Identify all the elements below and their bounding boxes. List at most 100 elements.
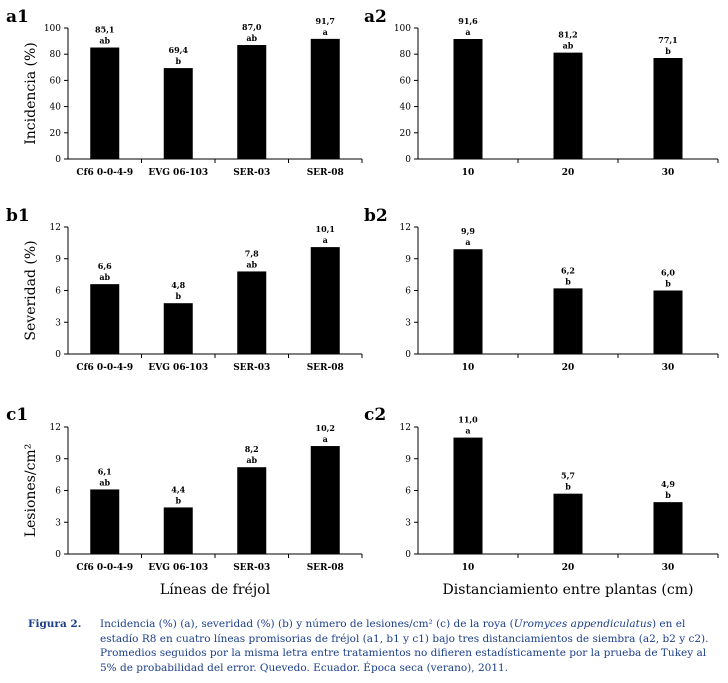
significance-letter: a bbox=[323, 434, 328, 444]
y-tick-label: 20 bbox=[50, 129, 62, 139]
y-tick-label: 0 bbox=[405, 350, 411, 360]
category-label: 30 bbox=[662, 563, 675, 573]
significance-letter: ab bbox=[99, 272, 110, 282]
data-value-label: 11,0 bbox=[458, 415, 478, 425]
bar-a2-2 bbox=[553, 52, 583, 159]
bar-c2-3 bbox=[653, 502, 683, 554]
y-tick-label: 3 bbox=[55, 318, 61, 328]
bar-b1-3 bbox=[237, 271, 267, 354]
data-value-label: 87,0 bbox=[242, 22, 262, 32]
y-tick-label: 40 bbox=[50, 103, 62, 113]
category-label: EVG 06-103 bbox=[148, 168, 208, 178]
significance-letter: ab bbox=[246, 259, 257, 269]
y-tick-label: 0 bbox=[55, 550, 61, 560]
category-label: SER-03 bbox=[233, 563, 270, 573]
significance-letter: a bbox=[465, 27, 470, 37]
y-tick-label: 9 bbox=[55, 255, 61, 265]
y-tick-label: 0 bbox=[405, 550, 411, 560]
data-value-label: 7,8 bbox=[245, 248, 259, 258]
category-label: 20 bbox=[562, 363, 575, 373]
significance-letter: a bbox=[465, 237, 470, 247]
significance-letter: b bbox=[565, 276, 571, 286]
y-tick-label: 20 bbox=[400, 129, 412, 139]
data-value-label: 10,1 bbox=[316, 224, 335, 234]
bar-b2-2 bbox=[553, 288, 583, 354]
y-tick-label: 80 bbox=[50, 50, 62, 60]
data-value-label: 77,1 bbox=[658, 35, 677, 45]
caption-text-end: ) en el estadío R8 en cuatro líneas prom… bbox=[100, 618, 709, 674]
category-label: SER-08 bbox=[307, 363, 344, 373]
category-label: 10 bbox=[462, 363, 475, 373]
caption-text-start: Incidencia (%) (a), severidad (%) (b) y … bbox=[100, 618, 514, 630]
bar-b2-3 bbox=[653, 290, 683, 354]
significance-letter: a bbox=[465, 426, 470, 436]
y-tick-label: 6 bbox=[405, 487, 411, 497]
y-tick-label: 12 bbox=[50, 223, 61, 233]
data-value-label: 4,4 bbox=[171, 484, 185, 494]
panel-label-b2: b2 bbox=[364, 206, 388, 226]
significance-letter: b bbox=[175, 495, 181, 505]
y-tick-label: 6 bbox=[55, 487, 61, 497]
data-value-label: 81,2 bbox=[558, 30, 577, 40]
bar-a2-3 bbox=[653, 57, 683, 159]
y-tick-label: 12 bbox=[400, 423, 411, 433]
significance-letter: b bbox=[175, 291, 181, 301]
significance-letter: b bbox=[665, 279, 671, 289]
significance-letter: ab bbox=[99, 36, 110, 46]
category-label: Cf6 0-0-4-9 bbox=[76, 563, 133, 573]
bar-c1-4 bbox=[310, 446, 340, 554]
category-label: 30 bbox=[662, 363, 675, 373]
y-tick-label: 100 bbox=[394, 24, 411, 34]
y-tick-label: 12 bbox=[400, 223, 411, 233]
bar-c2-2 bbox=[553, 493, 583, 554]
significance-letter: a bbox=[323, 235, 328, 245]
significance-letter: b bbox=[565, 482, 571, 492]
y-tick-label: 9 bbox=[405, 455, 411, 465]
bar-c1-1 bbox=[90, 489, 120, 554]
bar-c2-1 bbox=[453, 437, 483, 554]
panel-label-c2: c2 bbox=[364, 405, 386, 425]
y-tick-label: 80 bbox=[400, 50, 412, 60]
y-axis-label: Severidad (%) bbox=[23, 240, 39, 340]
y-tick-label: 6 bbox=[405, 287, 411, 297]
y-tick-label: 40 bbox=[400, 103, 412, 113]
category-label: Cf6 0-0-4-9 bbox=[76, 363, 133, 373]
caption-label: Figura 2. bbox=[28, 618, 82, 630]
category-label: 10 bbox=[462, 563, 475, 573]
category-label: 20 bbox=[562, 563, 575, 573]
data-value-label: 91,7 bbox=[316, 16, 335, 26]
category-label: SER-03 bbox=[233, 363, 270, 373]
data-value-label: 6,6 bbox=[98, 261, 112, 271]
y-tick-label: 60 bbox=[400, 76, 412, 86]
chart-panel-a1: a1 0 20 40 60 80 100 Incidencia (%) Cf6 0-0-4-9 8… bbox=[6, 7, 363, 178]
significance-letter: ab bbox=[246, 455, 257, 465]
category-label: SER-08 bbox=[307, 168, 344, 178]
significance-letter: ab bbox=[563, 41, 574, 51]
bar-a1-1 bbox=[90, 47, 120, 160]
category-label: EVG 06-103 bbox=[148, 563, 208, 573]
data-value-label: 6,1 bbox=[98, 466, 112, 476]
bar-b1-4 bbox=[310, 247, 340, 354]
figure-caption: Figura 2. Incidencia (%) (a), severidad … bbox=[28, 617, 720, 675]
significance-letter: ab bbox=[246, 33, 257, 43]
category-label: SER-08 bbox=[307, 563, 344, 573]
data-value-label: 6,0 bbox=[661, 268, 675, 278]
x-axis-label: Distanciamiento entre plantas (cm) bbox=[443, 582, 694, 598]
y-tick-label: 9 bbox=[405, 255, 411, 265]
data-value-label: 6,2 bbox=[561, 265, 575, 275]
bar-a1-4 bbox=[310, 38, 340, 159]
bar-b2-1 bbox=[453, 249, 483, 354]
data-value-label: 91,6 bbox=[458, 16, 478, 26]
category-label: Cf6 0-0-4-9 bbox=[76, 168, 133, 178]
y-tick-label: 6 bbox=[55, 287, 61, 297]
panel-label-c1: c1 bbox=[6, 405, 28, 425]
y-tick-label: 3 bbox=[405, 318, 411, 328]
data-value-label: 5,7 bbox=[561, 471, 575, 481]
bar-b1-2 bbox=[163, 303, 193, 354]
significance-letter: ab bbox=[99, 477, 110, 487]
